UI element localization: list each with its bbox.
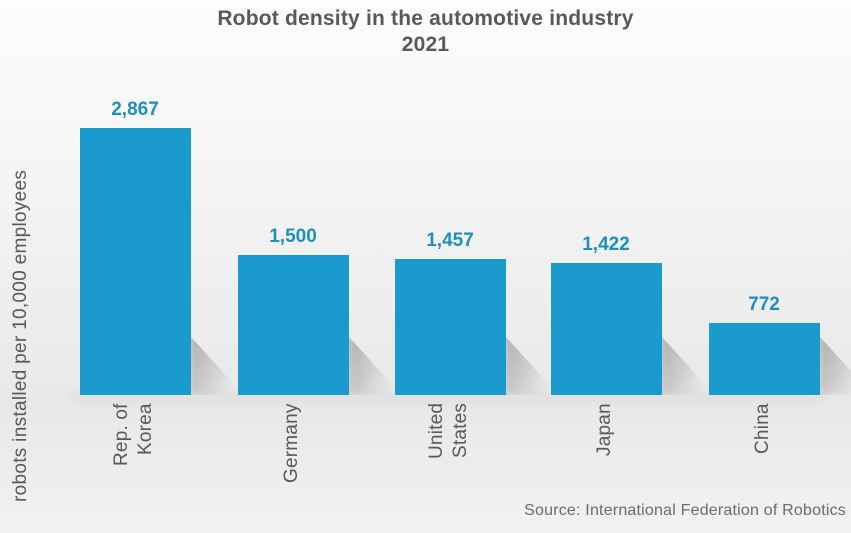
chart-title: Robot density in the automotive industry…: [0, 6, 851, 58]
value-label-1: 1,500: [269, 226, 317, 247]
value-label-4: 772: [748, 294, 780, 315]
bar-cast-shadow: [816, 333, 851, 395]
bar-cast-shadow: [658, 333, 715, 395]
source-credit: Source: International Federation of Robo…: [524, 502, 846, 519]
bar-0: [79, 128, 191, 395]
bar-2: [394, 259, 506, 395]
chart-title-line2: 2021: [401, 33, 450, 56]
x-axis-label-3: Japan: [594, 403, 615, 456]
x-axis-label-2: United States: [426, 403, 471, 460]
x-axis-label-0: Rep. of Korea: [111, 403, 156, 466]
bar-cast-shadow: [187, 333, 244, 395]
chart-title-line1: Robot density in the automotive industry: [217, 7, 634, 30]
value-label-3: 1,422: [582, 234, 630, 255]
bar-1: [237, 255, 349, 395]
x-axis-label-4: China: [752, 403, 773, 454]
bar-3: [550, 263, 662, 395]
value-label-2: 1,457: [426, 230, 474, 251]
ground-shadow: [70, 394, 825, 400]
value-label-0: 2,867: [111, 99, 159, 120]
x-axis-label-1: Germany: [281, 403, 302, 483]
bar-4: [708, 323, 820, 395]
bar-cast-shadow: [345, 333, 402, 395]
